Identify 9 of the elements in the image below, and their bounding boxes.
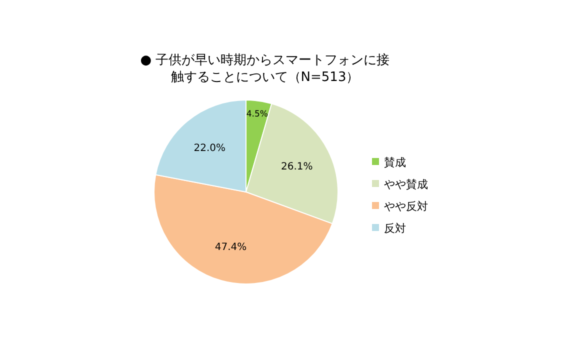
legend-label: 反対 [384,222,406,235]
data-label: 4.5% [246,110,268,120]
data-label: 22.0% [194,143,226,154]
legend-label: やや反対 [384,200,428,213]
legend-label: 賛成 [384,156,406,169]
title: ● 子供が早い時期からスマートフォンに接触することについて（N=513） [140,52,390,86]
data-label: 47.4% [214,242,247,253]
data-label: 26.1% [281,161,313,172]
legend-label: やや賛成 [384,178,428,191]
